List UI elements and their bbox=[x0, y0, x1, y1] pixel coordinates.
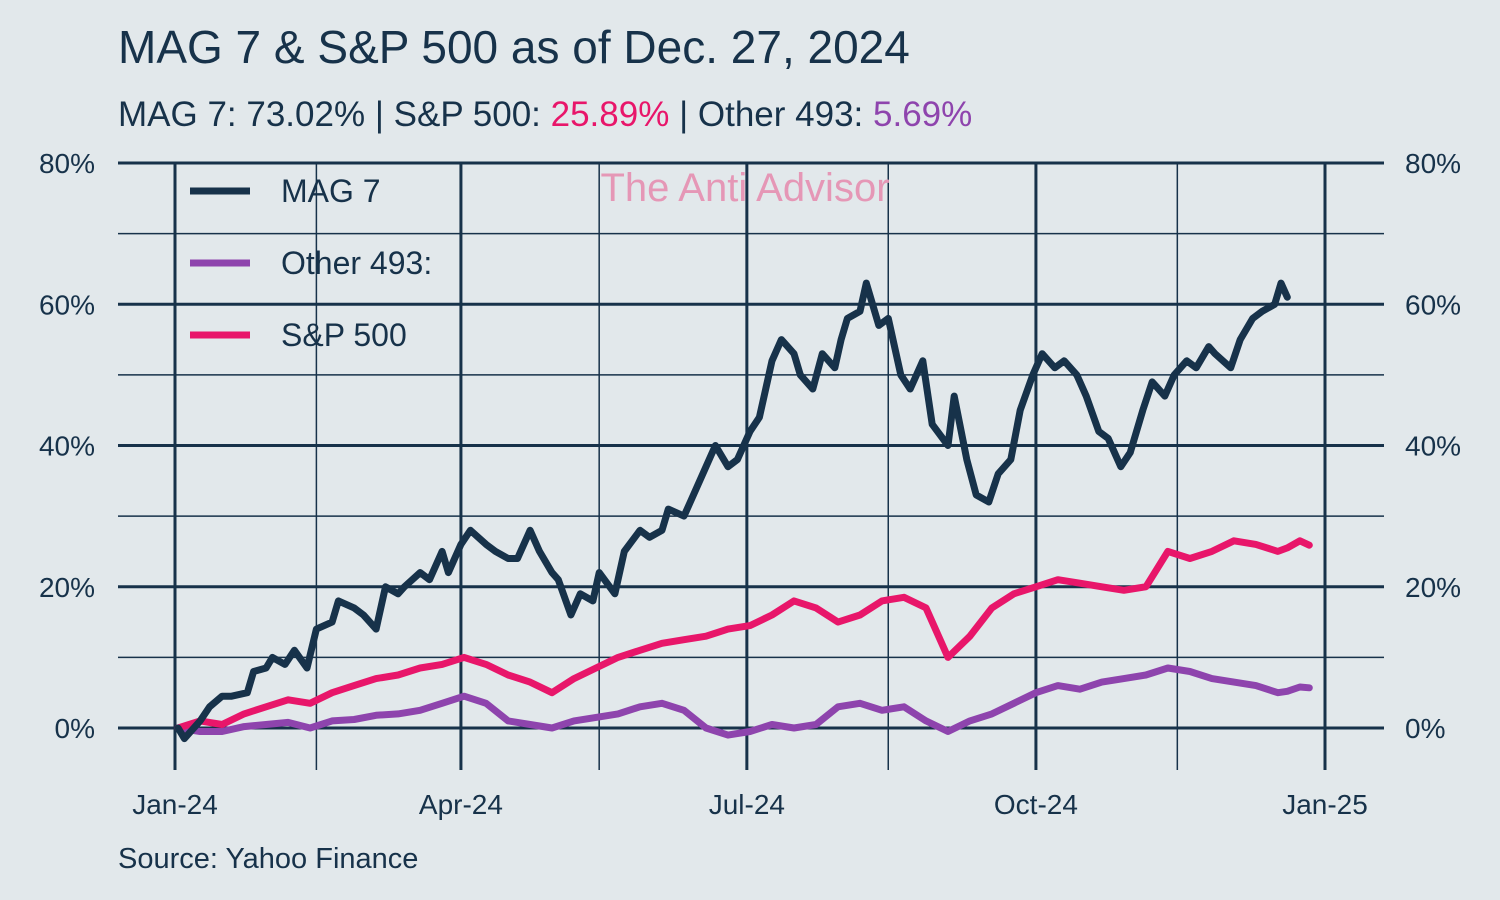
y-tick-label-left: 20% bbox=[39, 572, 95, 603]
y-axis-left: 0% 20% 40% 60% 80% bbox=[39, 148, 95, 744]
y-tick-label-right: 40% bbox=[1405, 431, 1461, 462]
subtitle-sp500-value: 25.89% bbox=[551, 95, 670, 134]
subtitle-separator: | bbox=[669, 95, 698, 134]
x-axis: Jan-24 Apr-24 Jul-24 Oct-24 Jan-25 bbox=[132, 789, 1368, 820]
legend-label-mag7: MAG 7 bbox=[281, 173, 381, 209]
subtitle-mag7-value: 73.02% bbox=[246, 95, 365, 134]
legend: MAG 7 Other 493: S&P 500 bbox=[190, 173, 432, 353]
subtitle-mag7-label: MAG 7: bbox=[118, 95, 246, 134]
y-tick-label-right: 0% bbox=[1405, 713, 1445, 744]
source-note: Source: Yahoo Finance bbox=[118, 843, 418, 875]
x-tick-label: Oct-24 bbox=[994, 789, 1078, 820]
y-tick-label-right: 80% bbox=[1405, 148, 1461, 179]
watermark: The Anti Advisor bbox=[600, 166, 889, 210]
y-tick-label-right: 60% bbox=[1405, 289, 1461, 320]
chart-subtitle: MAG 7: 73.02% | S&P 500: 25.89% | Other … bbox=[118, 95, 972, 134]
series-line-sp500 bbox=[174, 537, 1313, 732]
y-tick-label-left: 80% bbox=[39, 148, 95, 179]
subtitle-sp500-label: S&P 500: bbox=[394, 95, 551, 134]
chart-title: MAG 7 & S&P 500 as of Dec. 27, 2024 bbox=[118, 21, 910, 73]
legend-label-sp500: S&P 500 bbox=[281, 317, 407, 353]
y-tick-label-right: 20% bbox=[1405, 572, 1461, 603]
y-axis-right: 0% 20% 40% 60% 80% bbox=[1405, 148, 1461, 744]
y-tick-label-left: 60% bbox=[39, 289, 95, 320]
x-tick-label: Jan-24 bbox=[132, 789, 218, 820]
subtitle-separator: | bbox=[365, 95, 394, 134]
x-tick-label: Jan-25 bbox=[1282, 789, 1368, 820]
series-line-other493 bbox=[174, 664, 1313, 739]
series-line-mag7 bbox=[174, 279, 1291, 743]
x-tick-label: Apr-24 bbox=[419, 789, 503, 820]
subtitle-other-value: 5.69% bbox=[873, 95, 972, 134]
legend-label-other493: Other 493: bbox=[281, 245, 432, 281]
x-tick-label: Jul-24 bbox=[709, 789, 785, 820]
gridlines bbox=[118, 161, 1384, 770]
subtitle-other-label: Other 493: bbox=[698, 95, 873, 134]
y-tick-label-left: 0% bbox=[55, 713, 95, 744]
series-lines bbox=[174, 279, 1313, 743]
y-tick-label-left: 40% bbox=[39, 431, 95, 462]
